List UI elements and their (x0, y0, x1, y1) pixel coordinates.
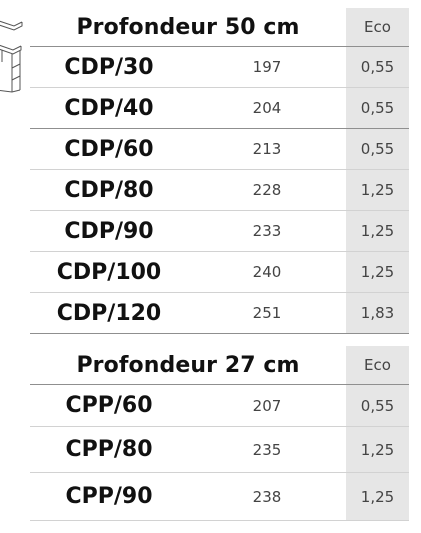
model-name: CDP/30 (64, 54, 154, 80)
table-title: Profondeur 27 cm (76, 352, 300, 378)
eco-value: 0,55 (346, 88, 409, 128)
table-row: CDP/90 233 1,25 (30, 211, 409, 252)
model-value: 238 (252, 487, 282, 506)
eco-header: Eco (346, 8, 409, 46)
eco-value: 0,55 (346, 47, 409, 87)
model-value: 240 (252, 263, 282, 281)
model-value: 213 (252, 140, 282, 158)
model-value: 197 (252, 58, 282, 76)
table-row: CDP/100 240 1,25 (30, 252, 409, 293)
eco-value: 1,25 (346, 252, 409, 292)
table-header: Profondeur 27 cm Eco (30, 346, 409, 385)
model-name: CPP/60 (65, 393, 153, 418)
table-row: CDP/120 251 1,83 (30, 293, 409, 334)
model-name: CPP/80 (65, 437, 153, 462)
model-value: 204 (252, 99, 282, 117)
table-row: CDP/60 213 0,55 (30, 129, 409, 170)
model-value: 233 (252, 222, 282, 240)
table-row: CPP/60 207 0,55 (30, 385, 409, 427)
eco-value: 1,25 (346, 211, 409, 251)
model-value: 228 (252, 181, 282, 199)
table-profondeur-50: Profondeur 50 cm Eco CDP/30 197 0,55 CDP… (30, 8, 409, 334)
model-value: 207 (252, 396, 282, 415)
model-name: CDP/40 (64, 95, 154, 121)
table-row: CPP/90 238 1,25 (30, 473, 409, 521)
table-profondeur-27: Profondeur 27 cm Eco CPP/60 207 0,55 CPP… (30, 346, 409, 521)
shelf-unit-icon (0, 20, 23, 93)
model-name: CPP/90 (65, 484, 153, 509)
table-title: Profondeur 50 cm (76, 14, 300, 40)
model-value: 235 (252, 440, 282, 459)
model-name: CDP/100 (56, 259, 162, 285)
table-row: CDP/30 197 0,55 (30, 47, 409, 88)
eco-header: Eco (346, 346, 409, 384)
eco-value: 0,55 (346, 129, 409, 169)
table-row: CDP/80 228 1,25 (30, 170, 409, 211)
model-value: 251 (252, 304, 282, 322)
eco-value: 0,55 (346, 385, 409, 426)
model-name: CDP/80 (64, 177, 154, 203)
eco-value: 1,25 (346, 427, 409, 472)
table-row: CPP/80 235 1,25 (30, 427, 409, 473)
eco-value: 1,25 (346, 473, 409, 520)
eco-value: 1,25 (346, 170, 409, 210)
eco-value: 1,83 (346, 293, 409, 333)
model-name: CDP/60 (64, 136, 154, 162)
table-header: Profondeur 50 cm Eco (30, 8, 409, 47)
model-name: CDP/90 (64, 218, 154, 244)
table-row: CDP/40 204 0,55 (30, 88, 409, 129)
model-name: CDP/120 (56, 300, 162, 326)
